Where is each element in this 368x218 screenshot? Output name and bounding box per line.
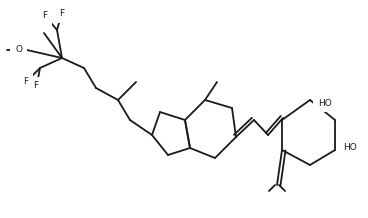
Text: HO: HO [318, 99, 332, 107]
Text: F: F [60, 10, 64, 19]
Text: F: F [42, 12, 47, 20]
Text: F: F [33, 82, 39, 90]
Text: O: O [15, 46, 22, 54]
Text: HO: HO [343, 143, 357, 152]
Text: F: F [24, 78, 29, 87]
